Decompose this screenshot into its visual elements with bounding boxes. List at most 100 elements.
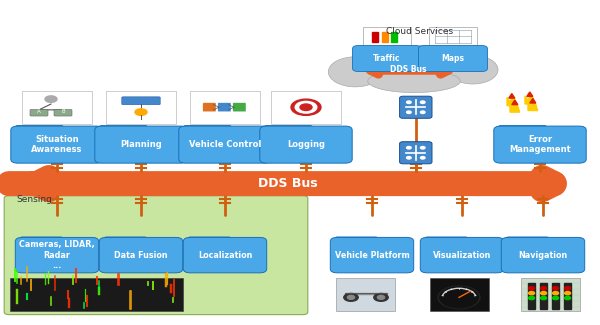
Text: Data Fusion: Data Fusion [114, 251, 168, 260]
Text: Traffic: Traffic [373, 54, 401, 63]
Bar [372, 32, 378, 42]
Circle shape [421, 111, 425, 113]
Polygon shape [510, 104, 520, 112]
Ellipse shape [349, 47, 412, 82]
Text: Navigation: Navigation [518, 251, 568, 260]
Ellipse shape [448, 55, 498, 84]
FancyBboxPatch shape [430, 278, 489, 311]
Polygon shape [528, 102, 538, 110]
Circle shape [529, 287, 535, 290]
FancyBboxPatch shape [521, 278, 580, 311]
FancyBboxPatch shape [11, 126, 103, 163]
Circle shape [295, 101, 317, 113]
Ellipse shape [416, 48, 479, 81]
Circle shape [347, 295, 355, 299]
FancyBboxPatch shape [179, 126, 271, 163]
Bar [540, 283, 547, 309]
Ellipse shape [372, 54, 456, 90]
Text: Logging: Logging [287, 140, 325, 149]
Circle shape [300, 104, 312, 110]
Circle shape [565, 296, 571, 300]
FancyBboxPatch shape [16, 237, 98, 273]
Circle shape [45, 96, 57, 102]
FancyBboxPatch shape [100, 125, 148, 135]
FancyBboxPatch shape [419, 46, 487, 72]
FancyBboxPatch shape [494, 126, 586, 163]
Circle shape [438, 286, 480, 309]
Polygon shape [509, 94, 515, 98]
Text: Planning: Planning [120, 140, 162, 149]
FancyBboxPatch shape [363, 27, 411, 47]
Text: Vehicle Platform: Vehicle Platform [335, 251, 409, 260]
Text: Cloud Services: Cloud Services [386, 27, 454, 36]
FancyBboxPatch shape [54, 110, 72, 116]
FancyBboxPatch shape [233, 103, 246, 112]
Circle shape [553, 292, 559, 295]
Polygon shape [525, 96, 535, 104]
Text: Sensing: Sensing [17, 195, 53, 204]
Circle shape [374, 293, 388, 301]
Circle shape [440, 287, 478, 308]
Circle shape [541, 296, 547, 300]
FancyBboxPatch shape [184, 237, 266, 273]
Circle shape [377, 295, 385, 299]
FancyBboxPatch shape [260, 126, 352, 163]
FancyBboxPatch shape [499, 125, 546, 135]
Polygon shape [530, 98, 536, 103]
Text: Situation
Awareness: Situation Awareness [31, 135, 83, 154]
Text: Localization: Localization [198, 251, 252, 260]
FancyBboxPatch shape [420, 237, 504, 273]
Text: Vehicle Control: Vehicle Control [189, 140, 261, 149]
Bar [528, 283, 535, 309]
Circle shape [529, 292, 535, 295]
Polygon shape [527, 92, 533, 97]
Circle shape [407, 147, 411, 149]
Bar [382, 32, 388, 42]
FancyBboxPatch shape [218, 103, 231, 112]
FancyBboxPatch shape [400, 96, 432, 118]
Text: Visualization: Visualization [433, 251, 491, 260]
FancyBboxPatch shape [104, 237, 147, 246]
Text: DDS Bus: DDS Bus [390, 65, 426, 74]
FancyBboxPatch shape [30, 110, 48, 116]
FancyBboxPatch shape [429, 27, 477, 47]
Ellipse shape [328, 57, 382, 87]
Circle shape [565, 292, 571, 295]
Text: Maps: Maps [442, 54, 464, 63]
Circle shape [553, 296, 559, 300]
Text: DDS Bus: DDS Bus [258, 177, 318, 190]
FancyBboxPatch shape [506, 237, 549, 246]
Circle shape [421, 147, 425, 149]
FancyBboxPatch shape [353, 46, 421, 72]
FancyBboxPatch shape [425, 237, 468, 246]
Ellipse shape [368, 70, 460, 93]
FancyBboxPatch shape [20, 237, 63, 246]
Circle shape [541, 292, 547, 295]
FancyBboxPatch shape [335, 237, 378, 246]
Circle shape [421, 157, 425, 159]
Circle shape [421, 101, 425, 103]
Bar [552, 283, 559, 309]
FancyBboxPatch shape [400, 142, 432, 164]
FancyBboxPatch shape [265, 125, 312, 135]
FancyBboxPatch shape [336, 278, 395, 311]
Text: Error
Management: Error Management [509, 135, 571, 154]
Circle shape [553, 287, 559, 290]
FancyBboxPatch shape [184, 125, 232, 135]
Bar [391, 32, 397, 42]
FancyBboxPatch shape [122, 97, 160, 105]
Circle shape [291, 99, 321, 115]
Ellipse shape [368, 45, 426, 75]
Text: A: A [37, 109, 41, 114]
Polygon shape [507, 98, 517, 106]
Circle shape [135, 109, 147, 115]
FancyBboxPatch shape [190, 91, 260, 124]
Circle shape [529, 296, 535, 300]
FancyBboxPatch shape [271, 91, 341, 124]
FancyBboxPatch shape [331, 237, 414, 273]
Circle shape [407, 101, 411, 103]
FancyBboxPatch shape [10, 278, 183, 311]
Circle shape [344, 293, 358, 301]
FancyBboxPatch shape [4, 196, 308, 315]
Text: Cameras, LIDAR,
Radar
...: Cameras, LIDAR, Radar ... [19, 240, 95, 270]
